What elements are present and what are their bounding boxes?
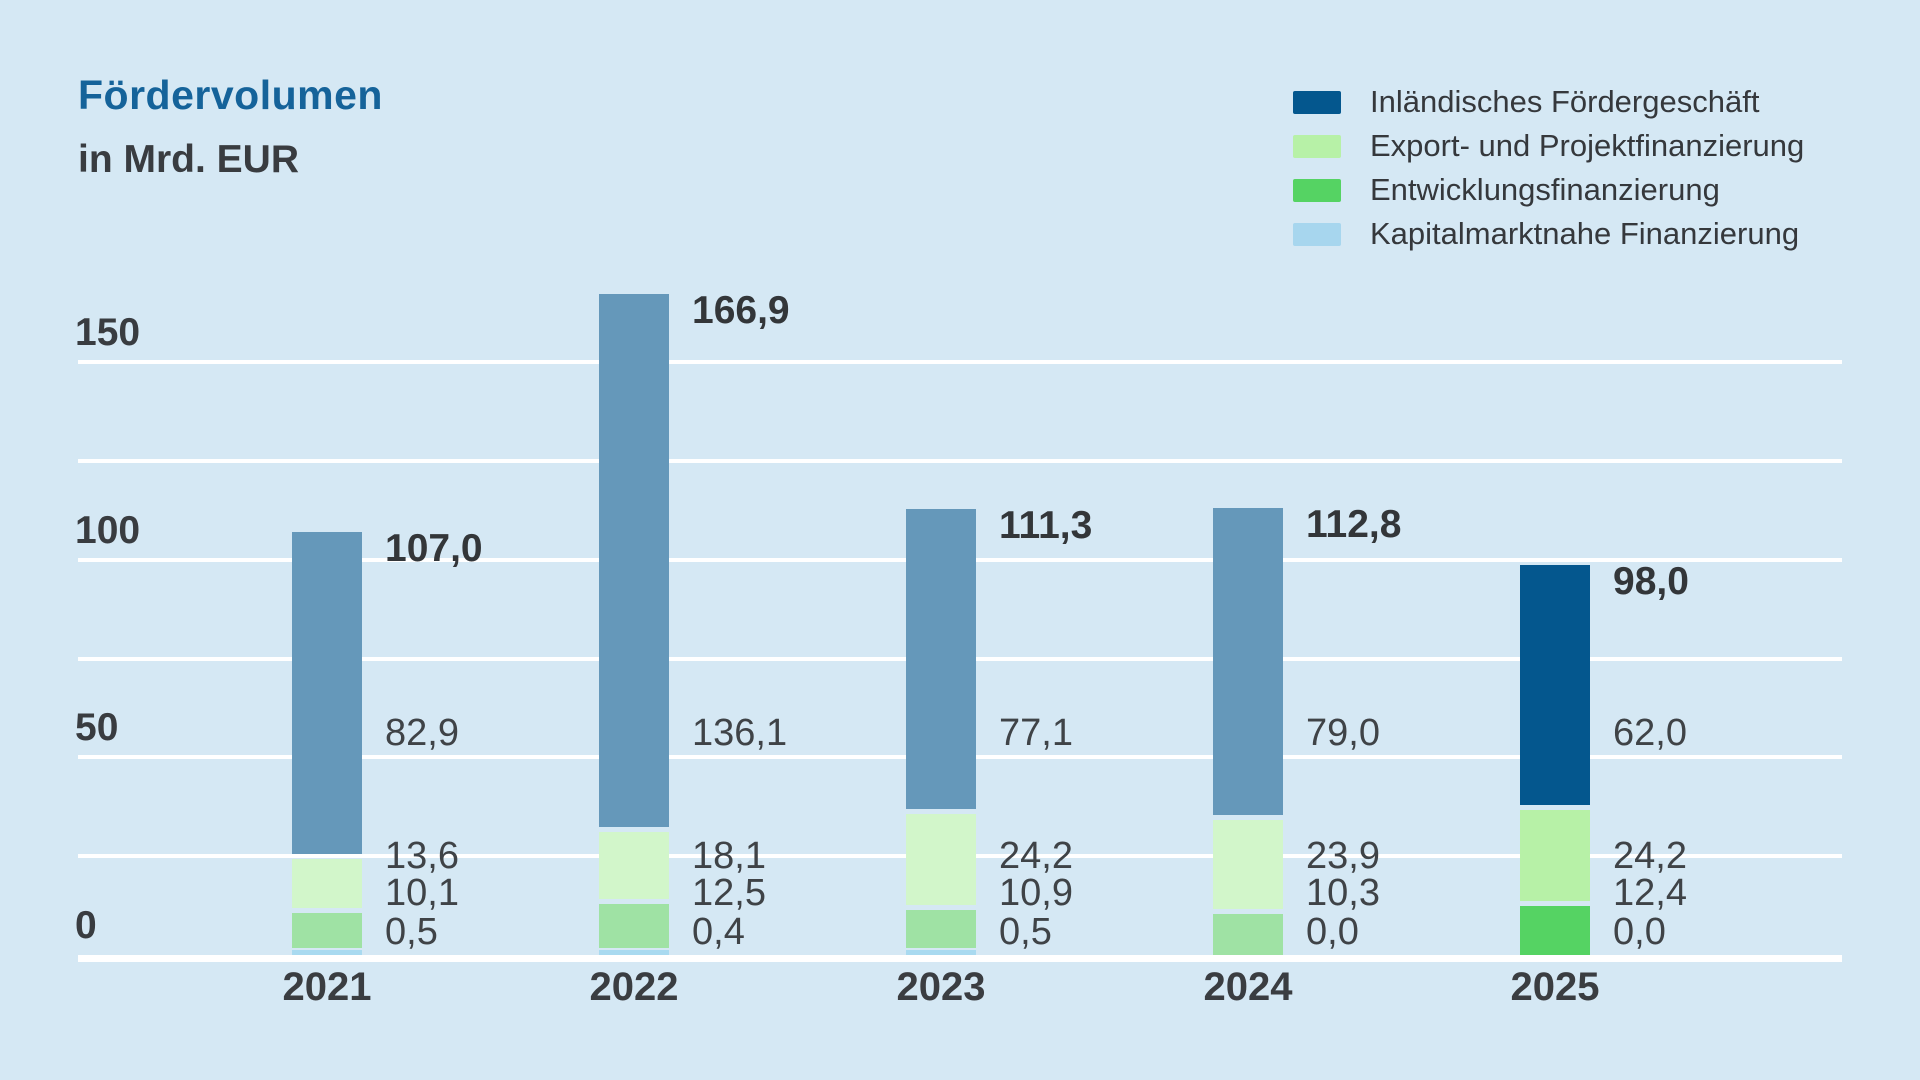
value-label-2024-export: 23,9: [1306, 835, 1380, 877]
value-label-2022-kapitalmarkt: 0,4: [692, 911, 745, 953]
value-label-2021-entwicklung: 10,1: [385, 872, 459, 914]
gridline-150: [78, 360, 1842, 364]
bar-segment-2021-entwicklung: [292, 913, 362, 949]
bar-segment-2022-kapitalmarkt: [599, 950, 669, 955]
value-label-2022-export: 18,1: [692, 835, 766, 877]
legend-item-export: Export- und Projektfinanzierung: [1293, 124, 1804, 168]
total-label-2023: 111,3: [999, 504, 1093, 548]
value-label-2025-kapitalmarkt: 0,0: [1613, 911, 1666, 953]
total-label-2021: 107,0: [385, 526, 483, 570]
value-label-2022-inland: 136,1: [692, 712, 788, 754]
bar-segment-2023-entwicklung: [906, 909, 976, 948]
total-label-2022: 166,9: [692, 289, 790, 333]
value-label-2023-kapitalmarkt: 0,5: [999, 911, 1052, 953]
legend-label-export: Export- und Projektfinanzierung: [1370, 128, 1805, 163]
bar-segment-2024-inland: [1213, 507, 1283, 815]
gridline-0: [78, 955, 1842, 962]
value-label-2022-entwicklung: 12,5: [692, 872, 766, 914]
bar-segment-2022-export: [599, 832, 669, 899]
bar-segment-2023-inland: [906, 509, 976, 810]
y-tick-100: 100: [75, 509, 141, 552]
legend-swatch-export: [1293, 134, 1341, 158]
year-label-2021: 2021: [282, 965, 372, 1009]
legend-swatch-entwicklung: [1293, 178, 1341, 202]
bar-segment-2024-export: [1213, 819, 1283, 910]
bar-segment-2022-inland: [599, 294, 669, 828]
chart-title: Fördervolumen: [78, 72, 383, 118]
bar-segment-2021-export: [292, 859, 362, 909]
value-label-2021-inland: 82,9: [385, 712, 459, 754]
y-tick-150: 150: [75, 311, 141, 354]
bar-segment-2025-inland: [1520, 565, 1590, 806]
chart-legend: Inländisches Fördergeschäft Export- und P…: [1293, 80, 1804, 256]
year-label-2025: 2025: [1510, 965, 1600, 1009]
value-label-2021-kapitalmarkt: 0,5: [385, 911, 438, 953]
bar-segment-2021-kapitalmarkt: [292, 950, 362, 955]
legend-item-entwicklung: Entwicklungsfinanzierung: [1293, 168, 1804, 212]
legend-label-kapitalmarkt: Kapitalmarktnahe Finanzierung: [1370, 216, 1800, 251]
year-label-2023: 2023: [896, 965, 986, 1009]
legend-item-inland: Inländisches Fördergeschäft: [1293, 80, 1804, 124]
legend-item-kapitalmarkt: Kapitalmarktnahe Finanzierung: [1293, 212, 1804, 256]
value-label-2024-kapitalmarkt: 0,0: [1306, 911, 1359, 953]
value-label-2023-export: 24,2: [999, 835, 1073, 877]
legend-label-inland: Inländisches Fördergeschäft: [1370, 84, 1760, 119]
legend-label-entwicklung: Entwicklungsfinanzierung: [1370, 172, 1720, 207]
value-label-2025-entwicklung: 12,4: [1613, 872, 1687, 914]
value-label-2023-inland: 77,1: [999, 712, 1073, 754]
value-label-2024-inland: 79,0: [1306, 712, 1380, 754]
y-tick-0: 0: [75, 904, 97, 947]
value-label-2021-export: 13,6: [385, 835, 459, 877]
bar-segment-2022-entwicklung: [599, 904, 669, 949]
legend-swatch-inland: [1293, 90, 1341, 114]
value-label-2025-inland: 62,0: [1613, 712, 1687, 754]
bar-segment-2021-inland: [292, 531, 362, 855]
year-label-2022: 2022: [589, 965, 679, 1009]
y-tick-50: 50: [75, 706, 119, 749]
chart-unit-label: in Mrd. EUR: [78, 138, 299, 181]
legend-swatch-kapitalmarkt: [1293, 222, 1341, 246]
value-label-2024-entwicklung: 10,3: [1306, 872, 1380, 914]
gridline-125: [78, 459, 1842, 463]
bar-segment-2025-entwicklung: [1520, 905, 1590, 955]
bar-segment-2023-kapitalmarkt: [906, 950, 976, 955]
bar-segment-2025-export: [1520, 810, 1590, 901]
total-label-2025: 98,0: [1613, 560, 1689, 604]
bar-segment-2024-entwicklung: [1213, 914, 1283, 955]
value-label-2025-export: 24,2: [1613, 835, 1687, 877]
year-label-2024: 2024: [1203, 965, 1293, 1009]
bar-segment-2023-export: [906, 814, 976, 905]
total-label-2024: 112,8: [1306, 502, 1402, 546]
value-label-2023-entwicklung: 10,9: [999, 872, 1073, 914]
